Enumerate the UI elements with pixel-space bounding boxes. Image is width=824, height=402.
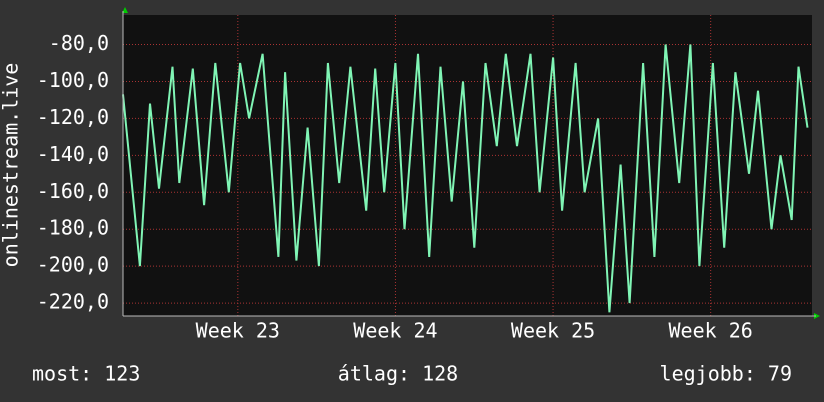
y-tick-label: -160,0 — [37, 179, 109, 203]
y-tick-label: -140,0 — [37, 142, 109, 166]
footer-average: átlag: 128 — [338, 362, 458, 386]
x-tick-label: Week 24 — [353, 319, 437, 343]
x-tick-label: Week 25 — [511, 319, 595, 343]
y-tick-label: -100,0 — [37, 68, 109, 92]
axis-arrow — [814, 313, 820, 319]
y-axis-label: onlinestream.live — [0, 63, 23, 268]
data-line — [122, 44, 809, 313]
y-tick-label: -120,0 — [37, 105, 109, 129]
footer-best: legjobb: 79 — [660, 362, 792, 386]
y-tick-label: -220,0 — [37, 290, 109, 314]
x-tick-label: Week 26 — [669, 319, 753, 343]
y-tick-label: -200,0 — [37, 253, 109, 277]
footer-current: most: 123 — [32, 362, 140, 386]
x-tick-label: Week 23 — [196, 319, 280, 343]
y-tick-label: -80,0 — [49, 31, 109, 55]
y-tick-label: -180,0 — [37, 216, 109, 240]
